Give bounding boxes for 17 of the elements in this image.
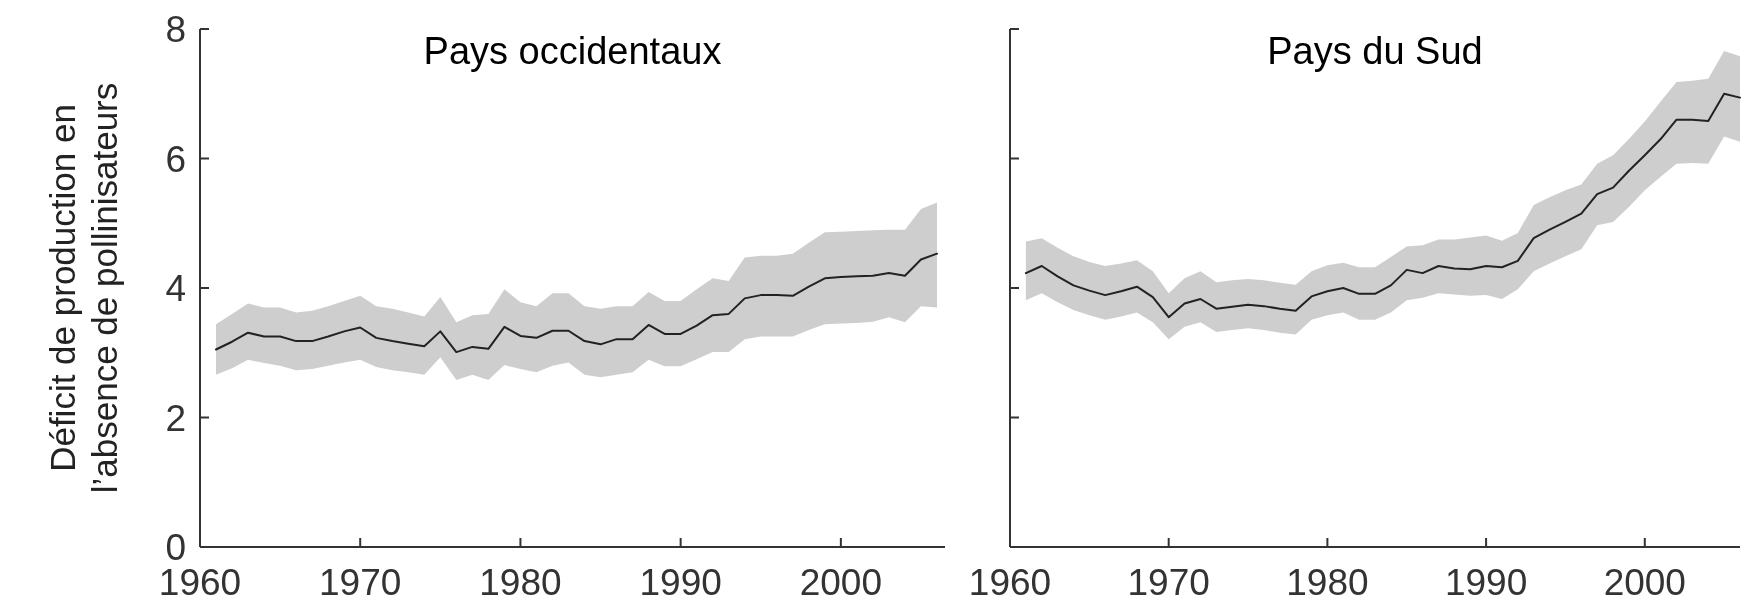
x-tick-label: 1990 xyxy=(639,562,722,603)
x-tick-label: 2000 xyxy=(1603,562,1686,603)
y-tick-label: 8 xyxy=(165,9,186,50)
chart-title: Pays occidentaux xyxy=(423,30,722,72)
y-tick-label: 2 xyxy=(165,397,186,439)
x-tick-label: 1970 xyxy=(319,562,402,603)
x-tick-label: 1990 xyxy=(1444,562,1528,603)
x-tick-label: 1970 xyxy=(1127,562,1210,603)
y-axis-title: Déficit de production en l’absence de pollinisateurs xyxy=(43,82,124,494)
y-tick-label: 6 xyxy=(165,138,186,180)
x-tick-label: 1960 xyxy=(968,562,1052,603)
x-tick-label: 1980 xyxy=(1286,562,1369,603)
chart-title: Pays du Sud xyxy=(1267,30,1483,72)
line-series xyxy=(215,252,938,354)
y-tick-label: 4 xyxy=(165,268,186,309)
x-tick-label: 2000 xyxy=(799,562,883,603)
x-tick-label: 1980 xyxy=(479,562,562,603)
